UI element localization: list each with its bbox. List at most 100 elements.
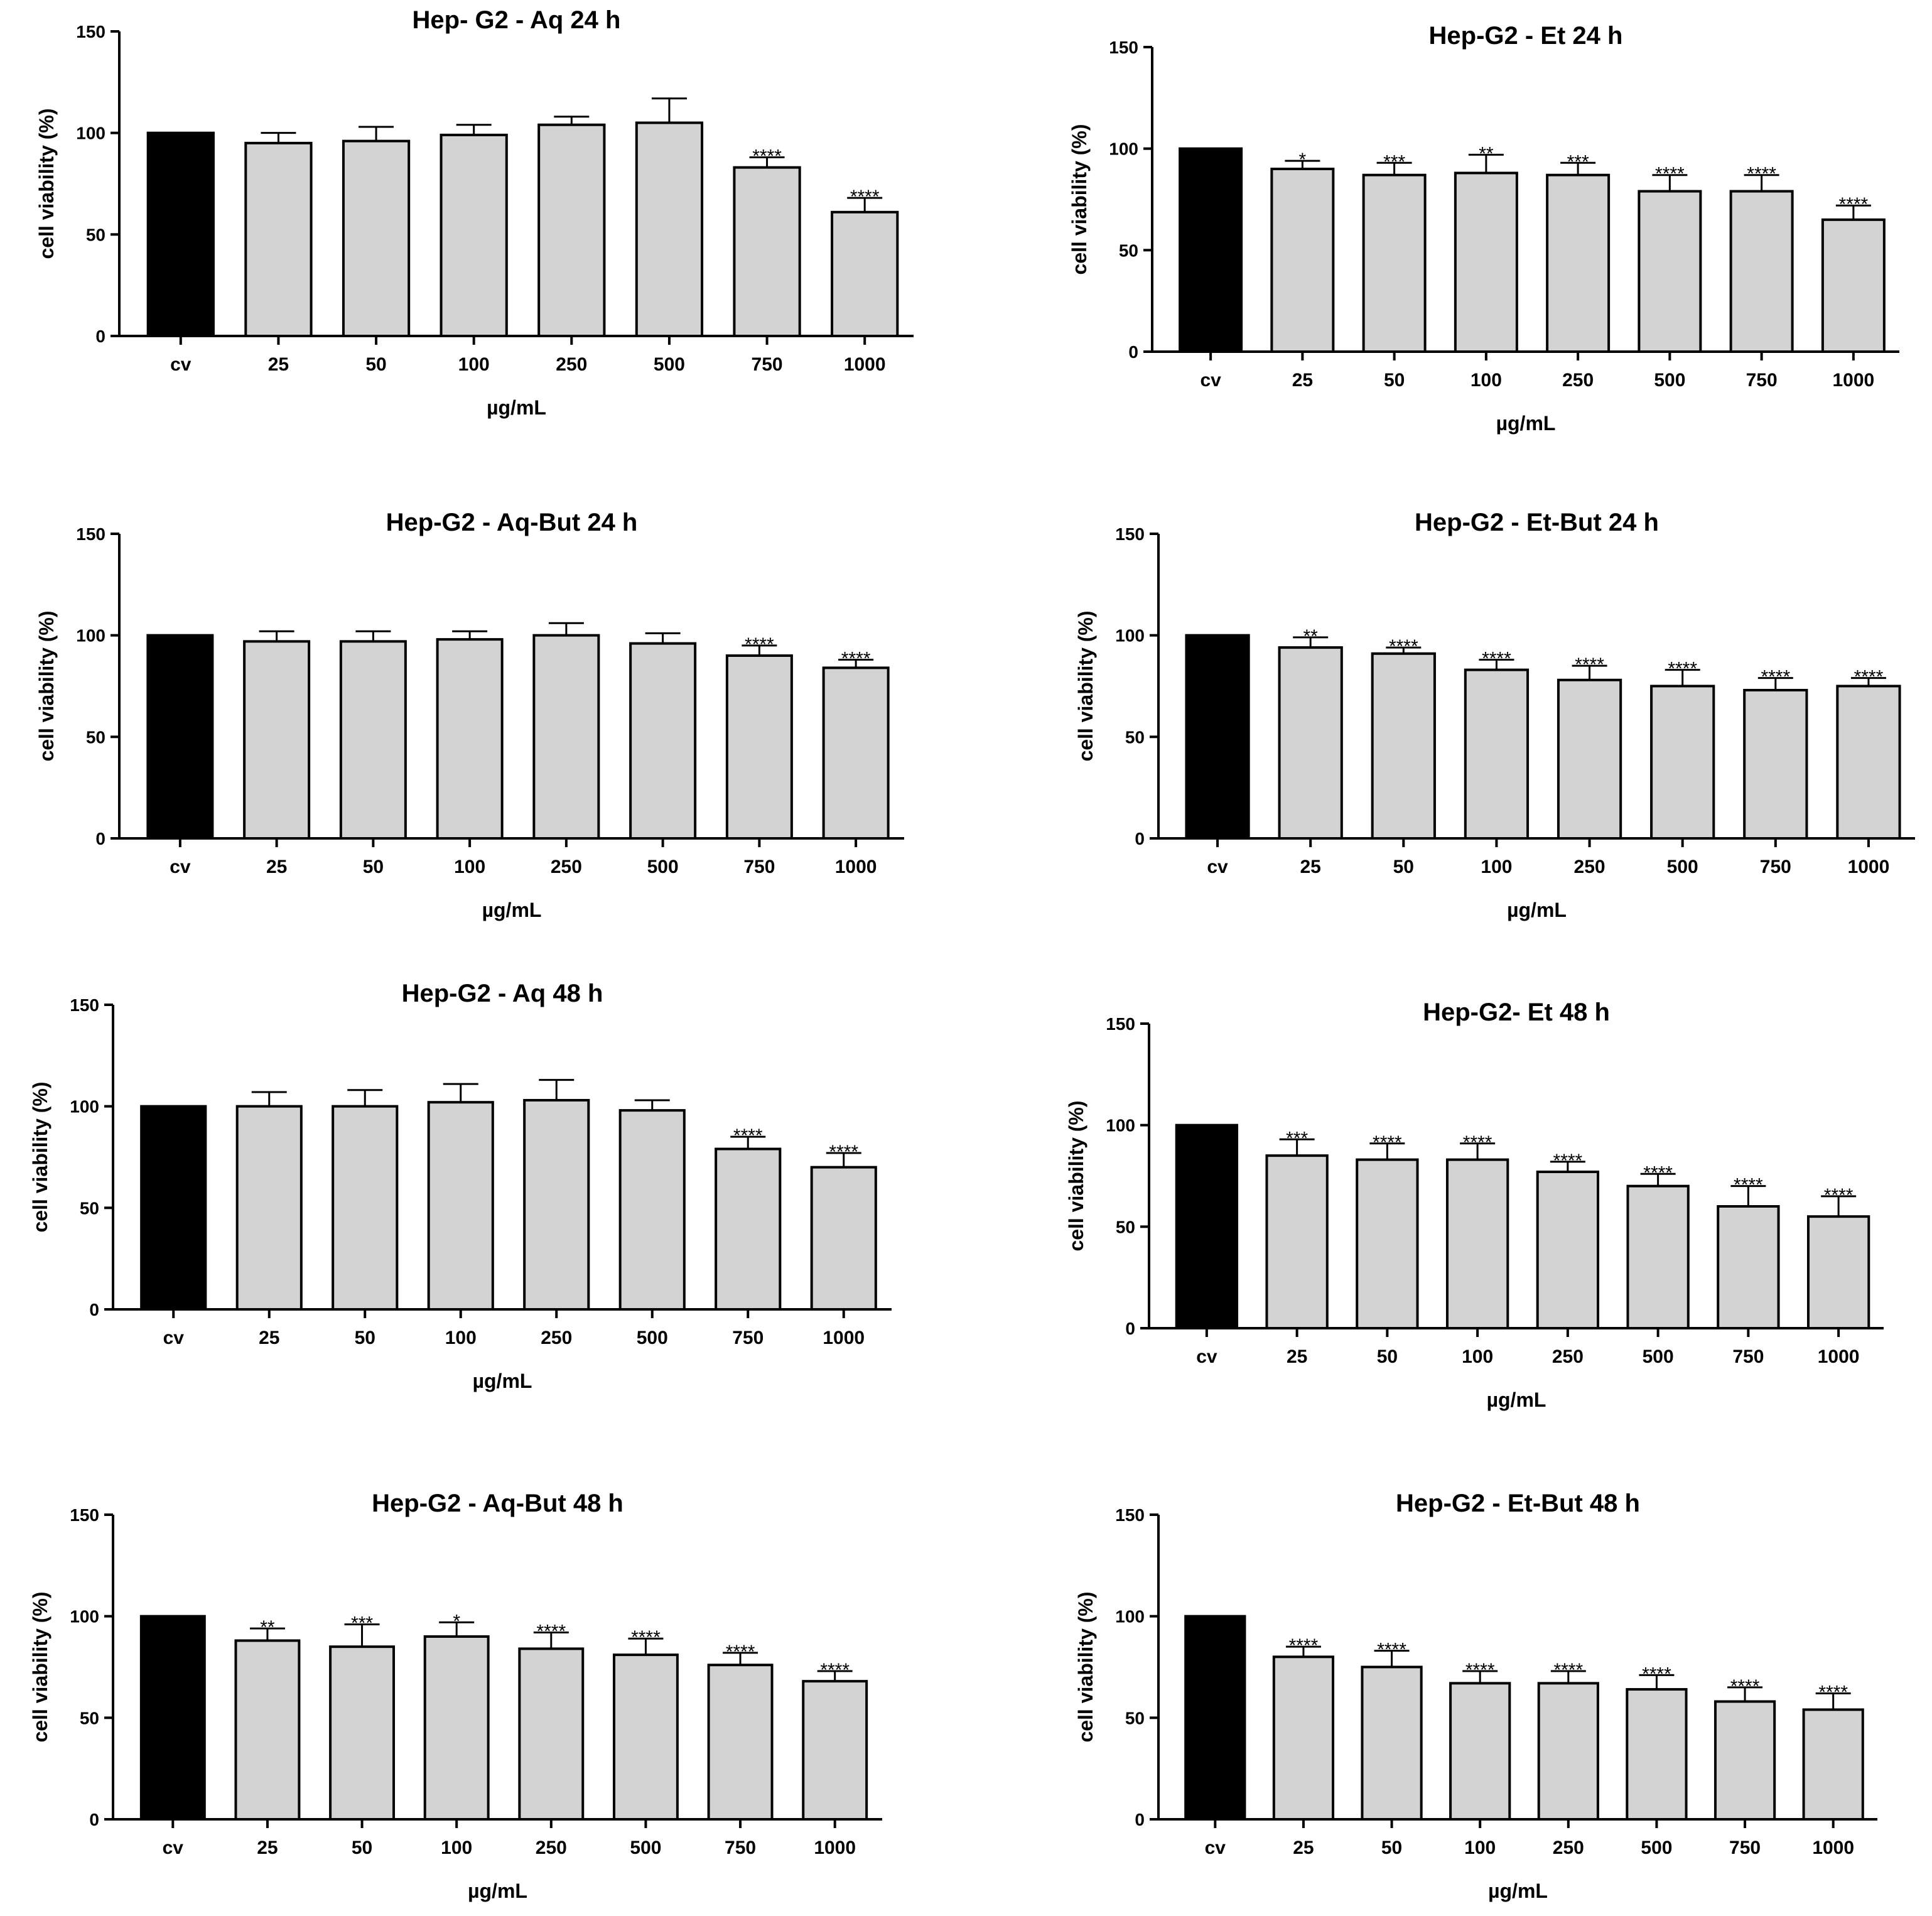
y-tick-label: 150 (76, 22, 105, 41)
chart-title: Hep-G2 - Aq-But 48 h (372, 1490, 623, 1517)
bar-500 (1626, 1184, 1690, 1329)
y-tick-label: 150 (70, 995, 99, 1015)
chart-title: Hep-G2 - Aq-But 24 h (386, 509, 638, 536)
y-tick-label: 100 (1106, 1116, 1135, 1135)
x-tick-label: 1000 (1833, 370, 1875, 391)
y-tick-label: 100 (70, 1097, 99, 1117)
chart-title: Hep-G2- Et 48 h (1423, 999, 1610, 1026)
y-tick-label: 0 (95, 829, 105, 848)
bar-25 (1278, 646, 1343, 840)
bar-1000 (802, 1680, 868, 1821)
chart-panel-2: Hep-G2 - Et 24 h 0 50 100 150 cell viability … (1068, 22, 1899, 435)
x-axis-label: µg/mL (1488, 1880, 1548, 1902)
x-tick-label: 500 (1654, 370, 1685, 391)
bar-1000 (1806, 1215, 1870, 1329)
significance-label: **** (850, 187, 880, 207)
x-tick-label: cv (1200, 370, 1221, 391)
significance-label: **** (1730, 1676, 1760, 1697)
significance-label: ** (1303, 626, 1319, 647)
chart-panel-4: Hep-G2 - Et-But 24 h 0 50 100 150 cell viabil… (1074, 509, 1915, 921)
y-tick-label: 0 (1125, 1319, 1135, 1338)
x-tick-label: 25 (268, 354, 289, 375)
x-tick-label: 100 (458, 354, 490, 375)
chart-panel-3: Hep-G2 - Aq-But 24 h 0 50 100 150 cell viabil… (35, 509, 904, 921)
bar-100 (1464, 668, 1530, 840)
x-tick-label: 100 (1471, 370, 1502, 391)
significance-label: **** (1734, 1175, 1763, 1196)
chart-panel-7: Hep-G2 - Aq-But 48 h 0 50 100 150 cell viabil… (29, 1490, 882, 1902)
y-axis-label: cell viability (%) (29, 1081, 51, 1232)
significance-label: **** (1463, 1132, 1492, 1153)
bar-750 (733, 166, 801, 337)
significance-label: **** (1575, 654, 1604, 675)
y-tick-label: 150 (1115, 1505, 1145, 1525)
y-tick-label: 100 (1115, 1607, 1145, 1626)
significance-label: **** (1553, 1660, 1583, 1681)
bar-cv (139, 1615, 206, 1821)
bar-500 (629, 642, 697, 840)
y-tick-label: 50 (80, 1198, 99, 1218)
bar-100 (427, 1101, 494, 1311)
significance-label: **** (1854, 667, 1884, 688)
bar-1000 (831, 210, 899, 337)
x-axis-label: µg/mL (468, 1880, 527, 1902)
bar-50 (1356, 1158, 1419, 1329)
y-axis-label: cell viability (%) (35, 610, 58, 761)
significance-label: **** (829, 1142, 858, 1162)
x-tick-label: 25 (1293, 1838, 1314, 1858)
x-tick-label: 250 (541, 1328, 572, 1348)
y-axis-label: cell viability (%) (1074, 1591, 1097, 1742)
x-tick-label: 25 (1287, 1346, 1307, 1367)
bar-cv (140, 1105, 207, 1311)
x-tick-label: 750 (732, 1328, 764, 1348)
bar-25 (234, 1639, 301, 1821)
x-tick-label: 250 (1562, 370, 1594, 391)
significance-label: **** (1655, 164, 1685, 185)
bar-50 (1361, 1665, 1423, 1821)
y-tick-label: 150 (1109, 38, 1138, 57)
bar-750 (715, 1147, 782, 1311)
y-tick-label: 50 (86, 727, 105, 747)
bar-250 (1536, 1171, 1600, 1329)
x-tick-label: 50 (1393, 857, 1414, 877)
x-tick-label: 750 (743, 857, 775, 877)
x-tick-label: 500 (1641, 1838, 1672, 1858)
bar-500 (1626, 1688, 1688, 1821)
x-tick-label: 1000 (835, 857, 877, 877)
bar-250 (1546, 173, 1611, 353)
bar-cv (146, 131, 215, 338)
significance-label: **** (1389, 636, 1418, 657)
x-tick-label: 100 (441, 1838, 472, 1858)
x-tick-label: 25 (257, 1838, 278, 1858)
bar-25 (1272, 1655, 1335, 1821)
bar-1000 (810, 1166, 877, 1311)
significance-label: **** (1747, 164, 1776, 185)
bar-25 (243, 640, 311, 840)
y-tick-label: 100 (70, 1607, 99, 1626)
bar-750 (1743, 688, 1808, 840)
x-tick-label: 100 (1481, 857, 1512, 877)
x-tick-label: 100 (1462, 1346, 1493, 1367)
significance-label: **** (733, 1125, 763, 1146)
x-tick-label: 250 (536, 1838, 567, 1858)
x-tick-label: 750 (725, 1838, 756, 1858)
bar-1000 (1821, 218, 1886, 354)
x-tick-label: cv (1196, 1346, 1217, 1367)
bar-500 (618, 1109, 686, 1311)
x-tick-label: 750 (752, 354, 783, 375)
x-tick-label: 500 (630, 1838, 661, 1858)
x-axis-label: µg/mL (1496, 412, 1556, 435)
x-tick-label: 25 (1300, 857, 1321, 877)
significance-label: **** (1377, 1640, 1406, 1660)
x-tick-label: 25 (1292, 370, 1313, 391)
x-tick-label: 100 (445, 1328, 477, 1348)
y-tick-label: 100 (1109, 139, 1138, 159)
significance-label: **** (1839, 194, 1869, 215)
y-tick-label: 0 (1135, 829, 1145, 848)
bar-500 (612, 1653, 679, 1821)
x-tick-label: 250 (551, 857, 582, 877)
x-tick-label: 100 (454, 857, 485, 877)
significance-label: **** (1289, 1635, 1319, 1656)
bar-250 (532, 634, 600, 840)
